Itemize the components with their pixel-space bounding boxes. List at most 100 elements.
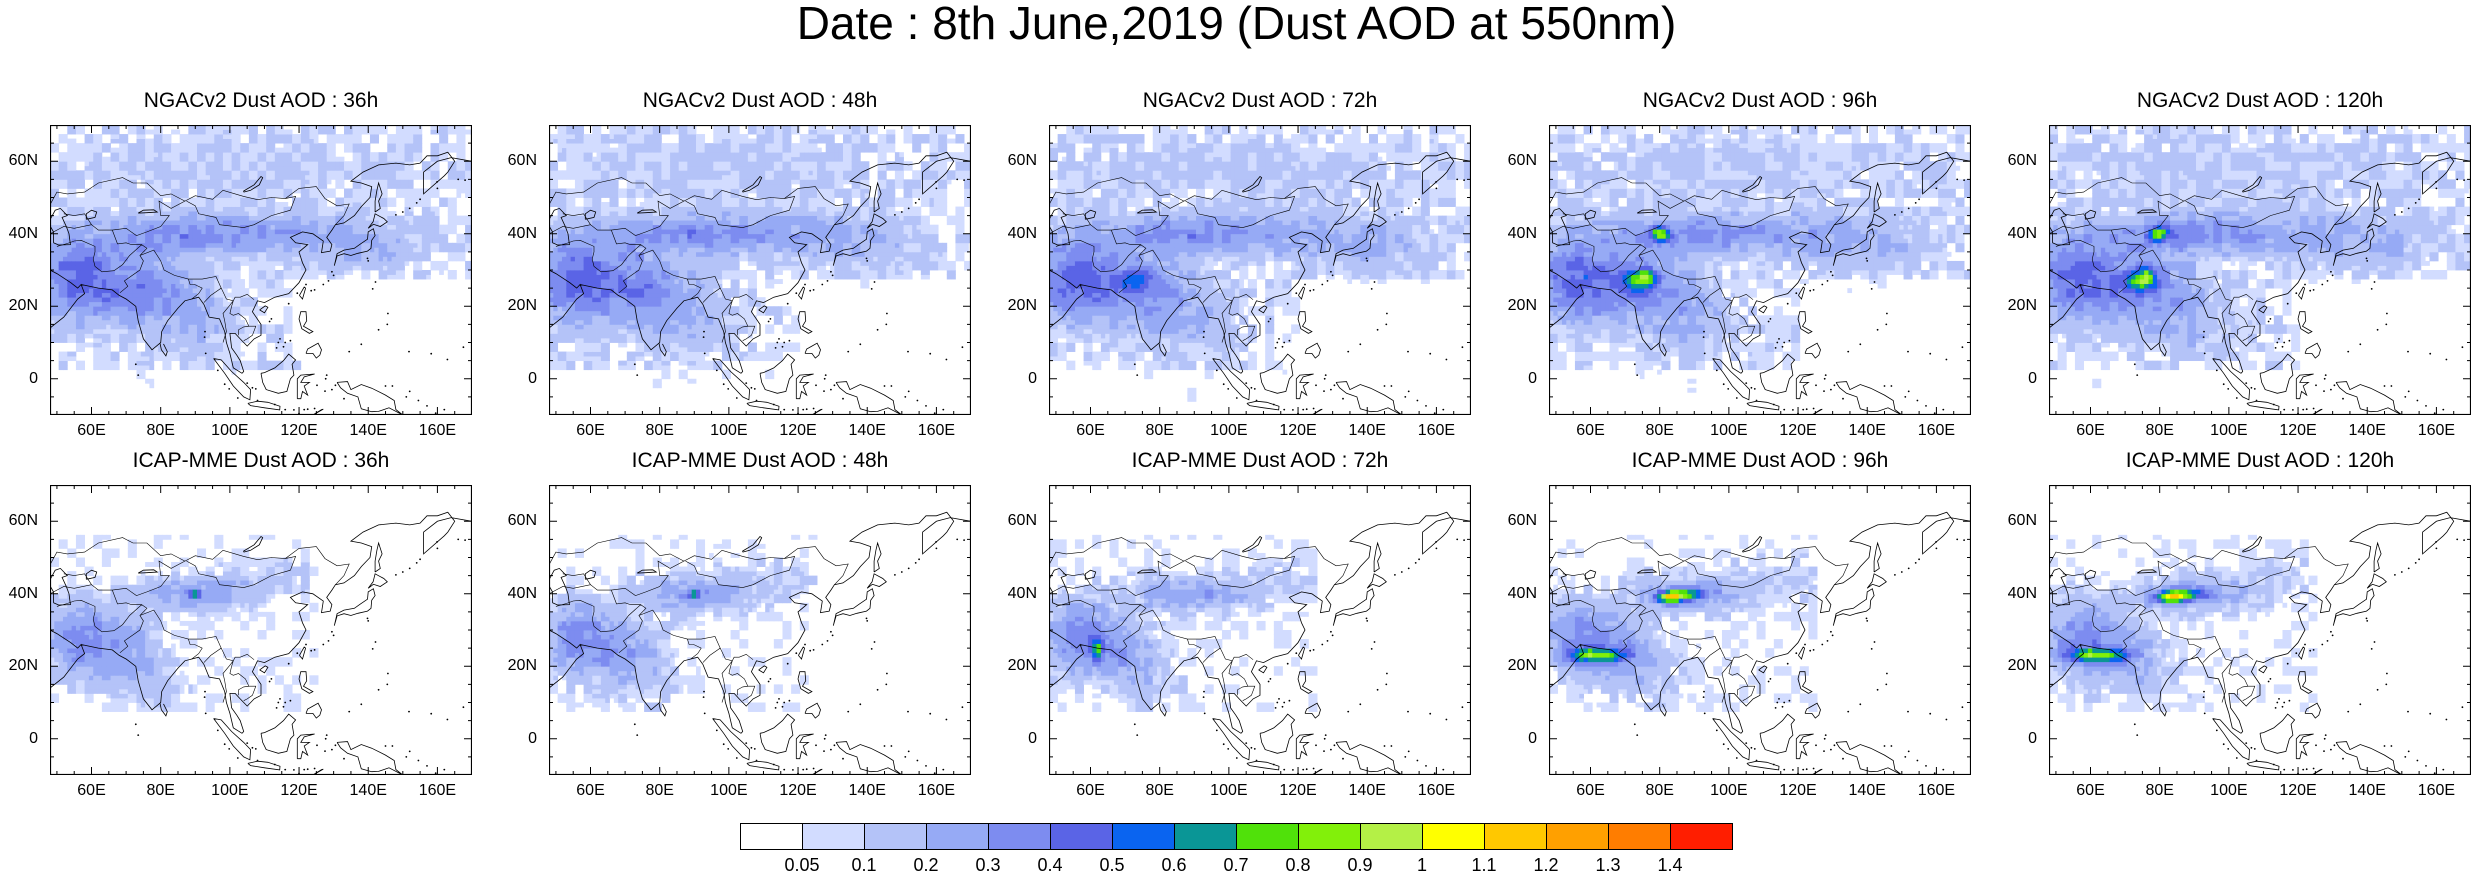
aod-cell <box>197 365 202 370</box>
aod-cell <box>80 143 85 148</box>
aod-cell <box>430 265 435 270</box>
aod-cell <box>149 152 154 157</box>
aod-cell <box>571 130 576 135</box>
aod-cell <box>627 329 632 334</box>
aod-cell <box>283 225 288 230</box>
aod-cell <box>553 179 558 184</box>
aod-cell <box>106 247 111 252</box>
aod-cell <box>288 329 293 334</box>
aod-cell <box>571 243 576 248</box>
aod-cell <box>405 184 410 189</box>
aod-cell <box>93 324 98 329</box>
aod-cell <box>93 279 98 284</box>
aod-cell <box>184 152 189 157</box>
aod-cell <box>348 139 353 144</box>
aod-cell <box>102 247 107 252</box>
aod-cell <box>106 252 111 257</box>
aod-cell <box>210 320 215 325</box>
aod-cell <box>98 161 103 166</box>
aod-cell <box>271 252 276 257</box>
aod-cell <box>571 356 576 361</box>
aod-cell <box>106 220 111 225</box>
aod-cell <box>553 265 558 270</box>
aod-cell <box>435 220 440 225</box>
aod-cell <box>232 198 237 203</box>
aod-cell <box>413 247 418 252</box>
aod-cell <box>301 220 306 225</box>
aod-cell <box>188 234 193 239</box>
aod-cell <box>141 365 146 370</box>
aod-cell <box>223 252 228 257</box>
aod-cell <box>588 279 593 284</box>
aod-cell <box>80 302 85 307</box>
aod-cell <box>292 143 297 148</box>
aod-cell <box>400 148 405 153</box>
aod-cell <box>245 166 250 171</box>
aod-cell <box>301 238 306 243</box>
aod-cell <box>214 211 219 216</box>
aod-cell <box>175 166 180 171</box>
aod-cell <box>141 148 146 153</box>
aod-cell <box>553 284 558 289</box>
panel-title: NGACv2 Dust AOD : 48h <box>549 89 971 113</box>
aod-cell <box>149 193 154 198</box>
aod-cell <box>145 320 150 325</box>
aod-cell <box>98 256 103 261</box>
aod-cell <box>119 193 124 198</box>
aod-cell <box>305 256 310 261</box>
aod-cell <box>245 216 250 221</box>
aod-cell <box>128 315 133 320</box>
aod-cell <box>115 311 120 316</box>
aod-cell <box>201 338 206 343</box>
aod-cell <box>184 220 189 225</box>
aod-cell <box>210 324 215 329</box>
aod-cell <box>627 211 632 216</box>
aod-cell <box>171 338 176 343</box>
aod-cell <box>318 170 323 175</box>
aod-cell <box>318 211 323 216</box>
aod-cell <box>184 315 189 320</box>
aod-cell <box>102 143 107 148</box>
aod-cell <box>418 275 423 280</box>
aod-cell <box>119 333 124 338</box>
aod-cell <box>214 202 219 207</box>
aod-cell <box>374 220 379 225</box>
aod-cell <box>610 320 615 325</box>
aod-cell <box>106 320 111 325</box>
aod-cell <box>575 338 580 343</box>
aod-cell <box>610 211 615 216</box>
aod-cell <box>240 306 245 311</box>
aod-cell <box>553 261 558 266</box>
aod-cell <box>180 343 185 348</box>
aod-cell <box>584 338 589 343</box>
aod-cell <box>175 238 180 243</box>
aod-cell <box>59 238 64 243</box>
aod-cell <box>223 166 228 171</box>
aod-cell <box>566 139 571 144</box>
aod-cell <box>288 347 293 352</box>
aod-cell <box>111 293 116 298</box>
aod-cell <box>553 139 558 144</box>
aod-cell <box>318 184 323 189</box>
aod-cell <box>379 243 384 248</box>
aod-cell <box>85 320 90 325</box>
aod-cell <box>314 139 319 144</box>
aod-cell <box>426 270 431 275</box>
aod-cell <box>592 279 597 284</box>
aod-cell <box>145 352 150 357</box>
aod-cell <box>180 306 185 311</box>
aod-cell <box>301 188 306 193</box>
aod-cell <box>318 220 323 225</box>
aod-cell <box>111 220 116 225</box>
aod-cell <box>132 211 137 216</box>
aod-cell <box>236 270 241 275</box>
aod-cell <box>171 234 176 239</box>
aod-cell <box>193 324 198 329</box>
aod-cell <box>392 179 397 184</box>
aod-cell <box>553 356 558 361</box>
aod-cell <box>206 315 211 320</box>
aod-cell <box>553 184 558 189</box>
aod-cell <box>141 352 146 357</box>
island <box>435 412 437 414</box>
aod-cell <box>566 202 571 207</box>
